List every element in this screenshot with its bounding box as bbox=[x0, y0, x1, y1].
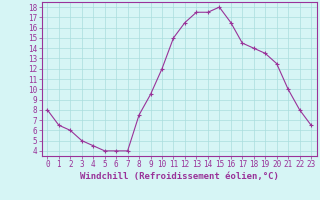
X-axis label: Windchill (Refroidissement éolien,°C): Windchill (Refroidissement éolien,°C) bbox=[80, 172, 279, 181]
